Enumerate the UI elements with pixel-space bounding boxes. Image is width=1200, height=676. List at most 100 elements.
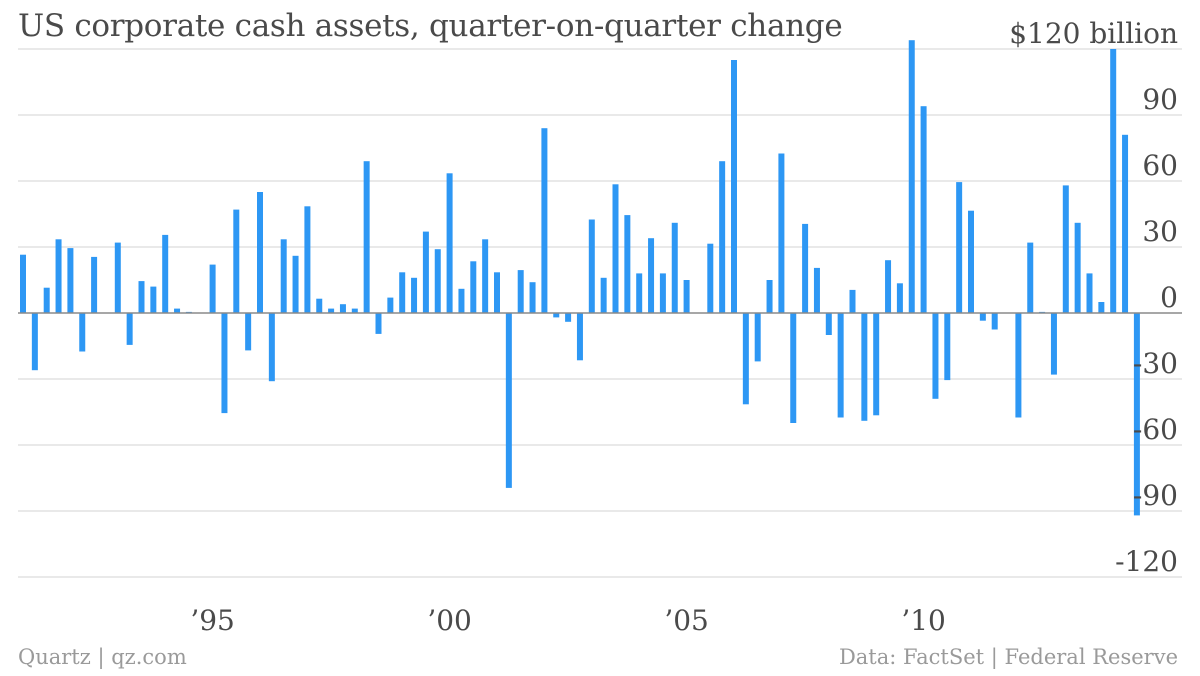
- x-tick-label: ’95: [190, 604, 235, 637]
- bar-2008Q4: [861, 313, 868, 421]
- bar-1996Q4: [292, 255, 299, 313]
- bar-1991Q4: [55, 239, 62, 313]
- bar-2005Q3: [707, 243, 714, 313]
- bar-2009Q1: [873, 313, 880, 416]
- bar-1998Q3: [375, 313, 382, 334]
- bar-2013Q1: [1062, 185, 1069, 313]
- chart-title: US corporate cash assets, quarter-on-qua…: [18, 8, 843, 44]
- bar-2003Q4: [624, 215, 631, 313]
- bar-2009Q4: [908, 40, 915, 313]
- y-tick-label: -120: [1115, 545, 1178, 578]
- y-tick-label: 90: [1142, 83, 1178, 116]
- bar-2002Q2: [553, 313, 560, 318]
- bar-2010Q4: [956, 182, 963, 313]
- y-tick-label: -30: [1133, 347, 1178, 380]
- bar-2009Q3: [896, 283, 903, 313]
- bar-2006Q3: [754, 313, 761, 362]
- bar-2002Q1: [541, 128, 548, 313]
- bar-2001Q3: [517, 270, 524, 313]
- bar-2007Q4: [813, 267, 820, 313]
- bar-2008Q2: [837, 313, 844, 418]
- bar-2010Q1: [920, 106, 927, 313]
- bar-2012Q4: [1050, 313, 1057, 375]
- bar-2005Q4: [719, 161, 726, 313]
- bar-2007Q1: [778, 153, 785, 313]
- bar-1999Q4: [434, 249, 441, 313]
- y-tick-label: -60: [1133, 413, 1178, 446]
- bar-2000Q1: [446, 173, 453, 313]
- bar-1997Q2: [316, 298, 323, 313]
- bar-1999Q3: [422, 231, 429, 313]
- bar-2012Q2: [1027, 242, 1034, 313]
- bar-1996Q2: [268, 313, 275, 382]
- bar-2014Q2: [1122, 134, 1129, 313]
- bar-1996Q1: [257, 192, 263, 313]
- x-tick-label: ’10: [901, 604, 946, 637]
- x-tick-label: ’05: [664, 604, 709, 637]
- bar-2014Q1: [1110, 49, 1117, 313]
- bar-1998Q4: [387, 297, 394, 313]
- bar-1997Q3: [328, 308, 335, 313]
- bar-2013Q3: [1086, 273, 1093, 313]
- source-text: Data: FactSet | Federal Reserve: [838, 645, 1178, 669]
- bar-1999Q2: [411, 277, 418, 313]
- bar-2003Q1: [588, 219, 595, 313]
- bar-2002Q3: [565, 313, 572, 322]
- bar-2003Q2: [600, 277, 607, 313]
- bar-1998Q2: [363, 161, 370, 313]
- y-tick-label: $120 billion: [1009, 17, 1178, 50]
- bar-1995Q1: [209, 264, 216, 313]
- bar-1991Q2: [31, 313, 38, 371]
- credit-text: Quartz | qz.com: [18, 645, 187, 669]
- y-tick-label: 30: [1142, 215, 1178, 248]
- bar-2005Q1: [683, 280, 690, 313]
- bar-2006Q4: [766, 280, 773, 313]
- bar-1993Q4: [150, 286, 157, 313]
- bar-2004Q2: [648, 238, 655, 313]
- bar-1992Q3: [91, 256, 98, 313]
- bar-1993Q3: [138, 281, 145, 313]
- bar-2010Q2: [932, 313, 939, 399]
- bar-2000Q2: [458, 288, 465, 313]
- bar-2006Q2: [742, 313, 749, 405]
- y-tick-label: 60: [1142, 149, 1178, 182]
- bar-1998Q1: [351, 308, 358, 313]
- bar-2007Q2: [790, 313, 797, 423]
- bar-1992Q1: [67, 248, 74, 313]
- bar-1992Q2: [79, 313, 86, 352]
- bar-2001Q2: [505, 313, 512, 488]
- bar-1994Q2: [174, 308, 181, 313]
- bar-1997Q4: [339, 304, 346, 313]
- bar-2011Q2: [979, 313, 986, 321]
- bar-2004Q4: [671, 222, 678, 313]
- bar-2004Q1: [636, 273, 643, 313]
- x-tick-label: ’00: [427, 604, 472, 637]
- bar-1991Q1: [20, 254, 26, 313]
- bar-2011Q3: [991, 313, 998, 330]
- bar-2007Q3: [802, 223, 809, 313]
- bar-1997Q1: [304, 206, 311, 313]
- bar-2014Q3: [1133, 313, 1140, 516]
- y-axis-ticks: $120 billion 90 60 30 0 -30 -60 -90 -120: [1009, 17, 1178, 578]
- bar-2012Q1: [1015, 313, 1022, 418]
- bar-2001Q4: [529, 282, 536, 313]
- bar-2011Q1: [968, 210, 974, 313]
- bar-1995Q4: [245, 313, 252, 351]
- bar-2013Q2: [1074, 222, 1081, 313]
- bar-2000Q3: [470, 261, 477, 313]
- bar-1993Q2: [126, 313, 133, 345]
- bar-2008Q3: [849, 289, 856, 313]
- bar-1996Q3: [280, 239, 287, 313]
- y-tick-label: -90: [1133, 479, 1178, 512]
- bar-1995Q3: [233, 209, 240, 313]
- y-tick-label: 0: [1160, 281, 1178, 314]
- bar-2004Q3: [659, 273, 666, 313]
- bar-1999Q1: [399, 272, 406, 313]
- bars: [20, 40, 1140, 516]
- bar-2001Q1: [494, 272, 500, 313]
- bar-2009Q2: [885, 260, 892, 313]
- gridlines: [18, 48, 1182, 578]
- bar-1993Q1: [114, 242, 121, 313]
- bar-2002Q4: [576, 313, 583, 361]
